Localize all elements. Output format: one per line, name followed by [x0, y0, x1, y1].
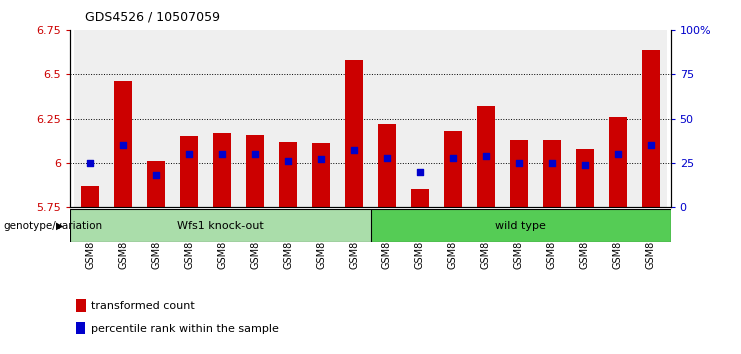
Point: [612, 151, 624, 157]
Text: transformed count: transformed count: [91, 301, 195, 311]
Bar: [502, 30, 536, 207]
Bar: [411, 189, 429, 207]
Bar: [76, 299, 86, 312]
Bar: [173, 30, 205, 207]
Bar: [642, 50, 660, 207]
Bar: [477, 106, 495, 207]
Bar: [510, 140, 528, 207]
Point: [117, 142, 129, 148]
Bar: [70, 209, 370, 242]
Bar: [180, 136, 198, 207]
Point: [315, 156, 327, 162]
Bar: [279, 142, 297, 207]
Bar: [370, 30, 404, 207]
Bar: [107, 30, 139, 207]
Bar: [609, 117, 627, 207]
Bar: [345, 60, 363, 207]
Point: [282, 158, 294, 164]
Bar: [378, 124, 396, 207]
Point: [84, 160, 96, 166]
Point: [348, 148, 360, 153]
Point: [513, 160, 525, 166]
Text: wild type: wild type: [495, 221, 546, 231]
Bar: [239, 30, 271, 207]
Text: genotype/variation: genotype/variation: [4, 221, 103, 231]
Text: Wfs1 knock-out: Wfs1 knock-out: [177, 221, 264, 231]
Bar: [602, 30, 634, 207]
Bar: [114, 81, 132, 207]
Point: [183, 151, 195, 157]
Bar: [205, 30, 239, 207]
Bar: [536, 30, 568, 207]
Bar: [305, 30, 337, 207]
Bar: [576, 149, 594, 207]
Bar: [568, 30, 602, 207]
Bar: [370, 209, 671, 242]
Point: [216, 151, 228, 157]
Point: [381, 155, 393, 160]
Point: [447, 155, 459, 160]
Bar: [337, 30, 370, 207]
Bar: [634, 30, 668, 207]
Text: GDS4526 / 10507059: GDS4526 / 10507059: [85, 11, 220, 24]
Bar: [213, 133, 231, 207]
Bar: [271, 30, 305, 207]
Point: [546, 160, 558, 166]
Bar: [444, 131, 462, 207]
Bar: [76, 322, 84, 334]
Bar: [404, 30, 436, 207]
Point: [414, 169, 426, 175]
Bar: [470, 30, 502, 207]
Text: ▶: ▶: [56, 221, 63, 231]
Point: [249, 151, 261, 157]
Bar: [147, 161, 165, 207]
Point: [645, 142, 657, 148]
Bar: [73, 30, 107, 207]
Text: percentile rank within the sample: percentile rank within the sample: [91, 324, 279, 334]
Bar: [81, 186, 99, 207]
Bar: [436, 30, 470, 207]
Bar: [312, 143, 330, 207]
Bar: [139, 30, 173, 207]
Point: [480, 153, 492, 159]
Bar: [543, 140, 561, 207]
Point: [150, 172, 162, 178]
Point: [579, 162, 591, 167]
Bar: [246, 135, 264, 207]
